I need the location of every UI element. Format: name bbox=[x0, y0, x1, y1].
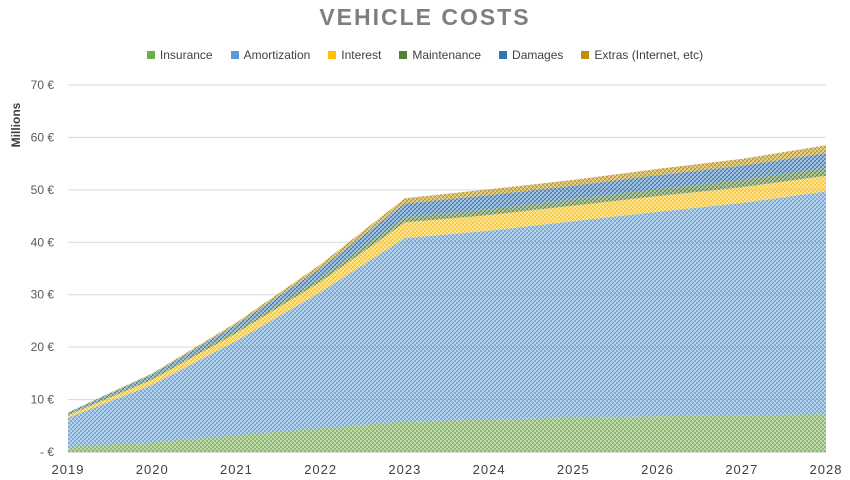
y-tick-label: 50 € bbox=[31, 183, 55, 197]
y-tick-label: 70 € bbox=[31, 78, 55, 92]
legend-label-insurance: Insurance bbox=[159, 48, 213, 62]
y-tick-label: 20 € bbox=[31, 340, 55, 354]
area-series-maintenance bbox=[68, 167, 826, 416]
x-tick-label: 2026 bbox=[641, 462, 674, 477]
x-tick-label: 2027 bbox=[725, 462, 758, 477]
area-series-interest bbox=[68, 175, 826, 418]
legend-item-damages: Damages bbox=[499, 48, 563, 62]
legend-label-amortization: Amortization bbox=[243, 48, 311, 62]
legend-swatch-amortization bbox=[230, 51, 239, 59]
area-series-amortization bbox=[68, 191, 826, 447]
legend-swatch-insurance bbox=[146, 51, 155, 59]
legend-swatch-extras-internet-etc bbox=[581, 51, 590, 59]
legend-item-insurance: Insurance bbox=[146, 48, 213, 62]
legend-label-maintenance: Maintenance bbox=[412, 48, 482, 62]
y-tick-label: 30 € bbox=[31, 288, 55, 302]
chart-title: VEHICLE COSTS bbox=[319, 4, 531, 30]
x-tick-label: 2022 bbox=[304, 462, 337, 477]
legend-item-maintenance: Maintenance bbox=[399, 48, 481, 62]
x-tick-label: 2025 bbox=[557, 462, 590, 477]
x-tick-label: 2023 bbox=[388, 462, 421, 477]
y-tick-label: 60 € bbox=[31, 130, 55, 144]
y-tick-label: 10 € bbox=[31, 393, 55, 407]
legend-item-amortization: Amortization bbox=[230, 48, 311, 62]
y-tick-label: 40 € bbox=[31, 235, 55, 249]
legend-label-damages: Damages bbox=[512, 48, 564, 62]
x-tick-label: 2028 bbox=[810, 462, 843, 477]
legend-swatch-damages bbox=[499, 51, 508, 59]
x-tick-label: 2019 bbox=[52, 462, 85, 477]
x-tick-label: 2020 bbox=[136, 462, 169, 477]
legend-label-extras-internet-etc: Extras (Internet, etc) bbox=[594, 48, 704, 62]
chart-legend: Insurance Amortization Interest Maintenance… bbox=[0, 48, 850, 62]
y-tick-label: - € bbox=[40, 445, 54, 459]
area-series-insurance bbox=[68, 414, 826, 452]
area-series-extras-internet-etc bbox=[68, 145, 826, 413]
x-tick-label: 2021 bbox=[220, 462, 253, 477]
area-series-damages bbox=[68, 153, 826, 415]
legend-swatch-maintenance bbox=[399, 51, 408, 59]
legend-label-interest: Interest bbox=[341, 48, 382, 62]
legend-item-interest: Interest bbox=[328, 48, 381, 62]
legend-item-extras-internet-etc: Extras (Internet, etc) bbox=[581, 48, 703, 62]
x-tick-label: 2024 bbox=[473, 462, 506, 477]
y-axis-label: Millions bbox=[9, 102, 23, 147]
legend-swatch-interest bbox=[328, 51, 337, 59]
